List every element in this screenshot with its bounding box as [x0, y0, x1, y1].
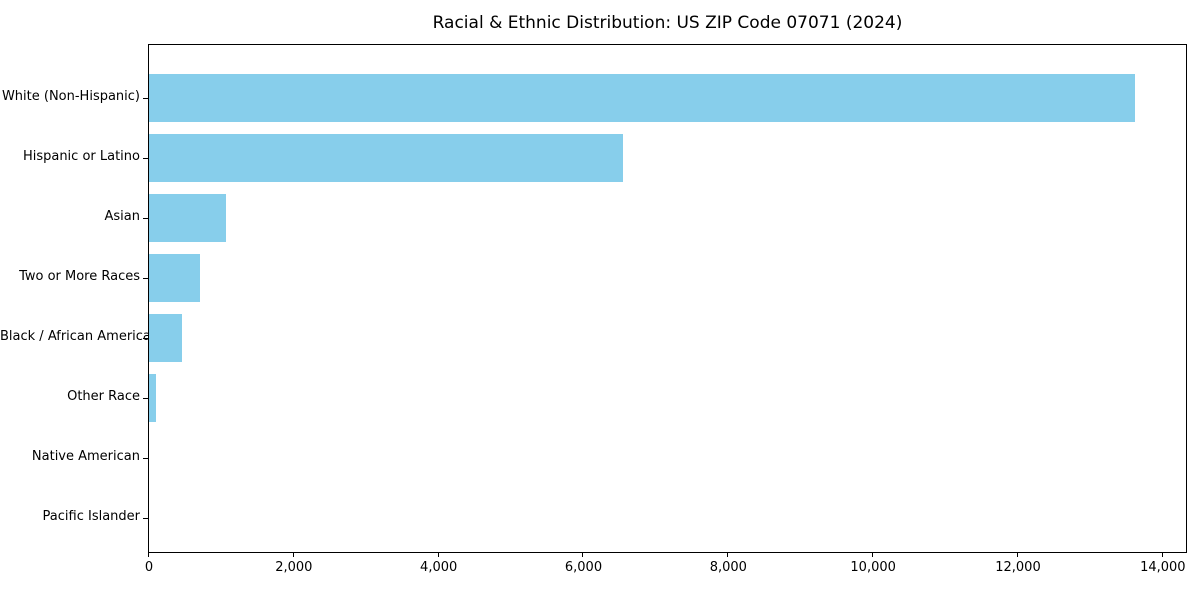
y-tick-mark [143, 217, 148, 219]
x-tick-label: 4,000 [420, 560, 458, 575]
category-label: Other Race [67, 389, 140, 404]
category-label: White (Non-Hispanic) [1, 89, 140, 104]
y-tick-mark [143, 97, 148, 99]
x-tick-label: 10,000 [850, 560, 896, 575]
y-tick-mark [143, 397, 148, 399]
x-tick-label: 6,000 [564, 560, 603, 575]
x-tick-mark [1016, 552, 1018, 557]
category-label: Pacific Islander [42, 509, 140, 524]
y-tick-mark [143, 157, 148, 159]
bar [149, 134, 623, 182]
x-tick-mark [582, 552, 584, 557]
x-tick-mark [148, 552, 149, 557]
bar [149, 374, 157, 422]
y-tick-mark [143, 457, 148, 459]
x-tick-mark [872, 552, 874, 557]
x-tick-mark [437, 552, 439, 557]
x-tick-mark [292, 552, 294, 557]
plot-area: 0 2,000 4,000 6,000 8,000 10,000 12,000 14,000 [143, 44, 1187, 575]
bar [149, 74, 1136, 122]
category-label: Black / African American [0, 329, 160, 344]
x-tick-label: 14,000 [1140, 560, 1186, 575]
bar [149, 314, 182, 362]
x-tick-label: 8,000 [709, 560, 747, 575]
x-tick-label: 0 [144, 560, 154, 575]
y-tick-mark [143, 277, 148, 279]
chart-title: Racial & Ethnic Distribution: US ZIP Cod… [432, 13, 903, 33]
bar [149, 194, 227, 242]
x-tick-label: 2,000 [275, 560, 313, 575]
x-tick-mark [1161, 552, 1163, 557]
category-label: Two or More Races [19, 269, 140, 284]
y-tick-mark [143, 337, 148, 339]
category-label: Native American [31, 449, 140, 464]
x-tick-label: 12,000 [995, 560, 1041, 575]
category-label: Hispanic or Latino [22, 149, 140, 164]
bar [149, 254, 200, 302]
category-label: Asian [104, 209, 140, 224]
y-axis-labels: White (Non-Hispanic) Hispanic or Latino As… [0, 44, 160, 553]
y-tick-mark [143, 517, 148, 519]
x-tick-mark [727, 552, 729, 557]
